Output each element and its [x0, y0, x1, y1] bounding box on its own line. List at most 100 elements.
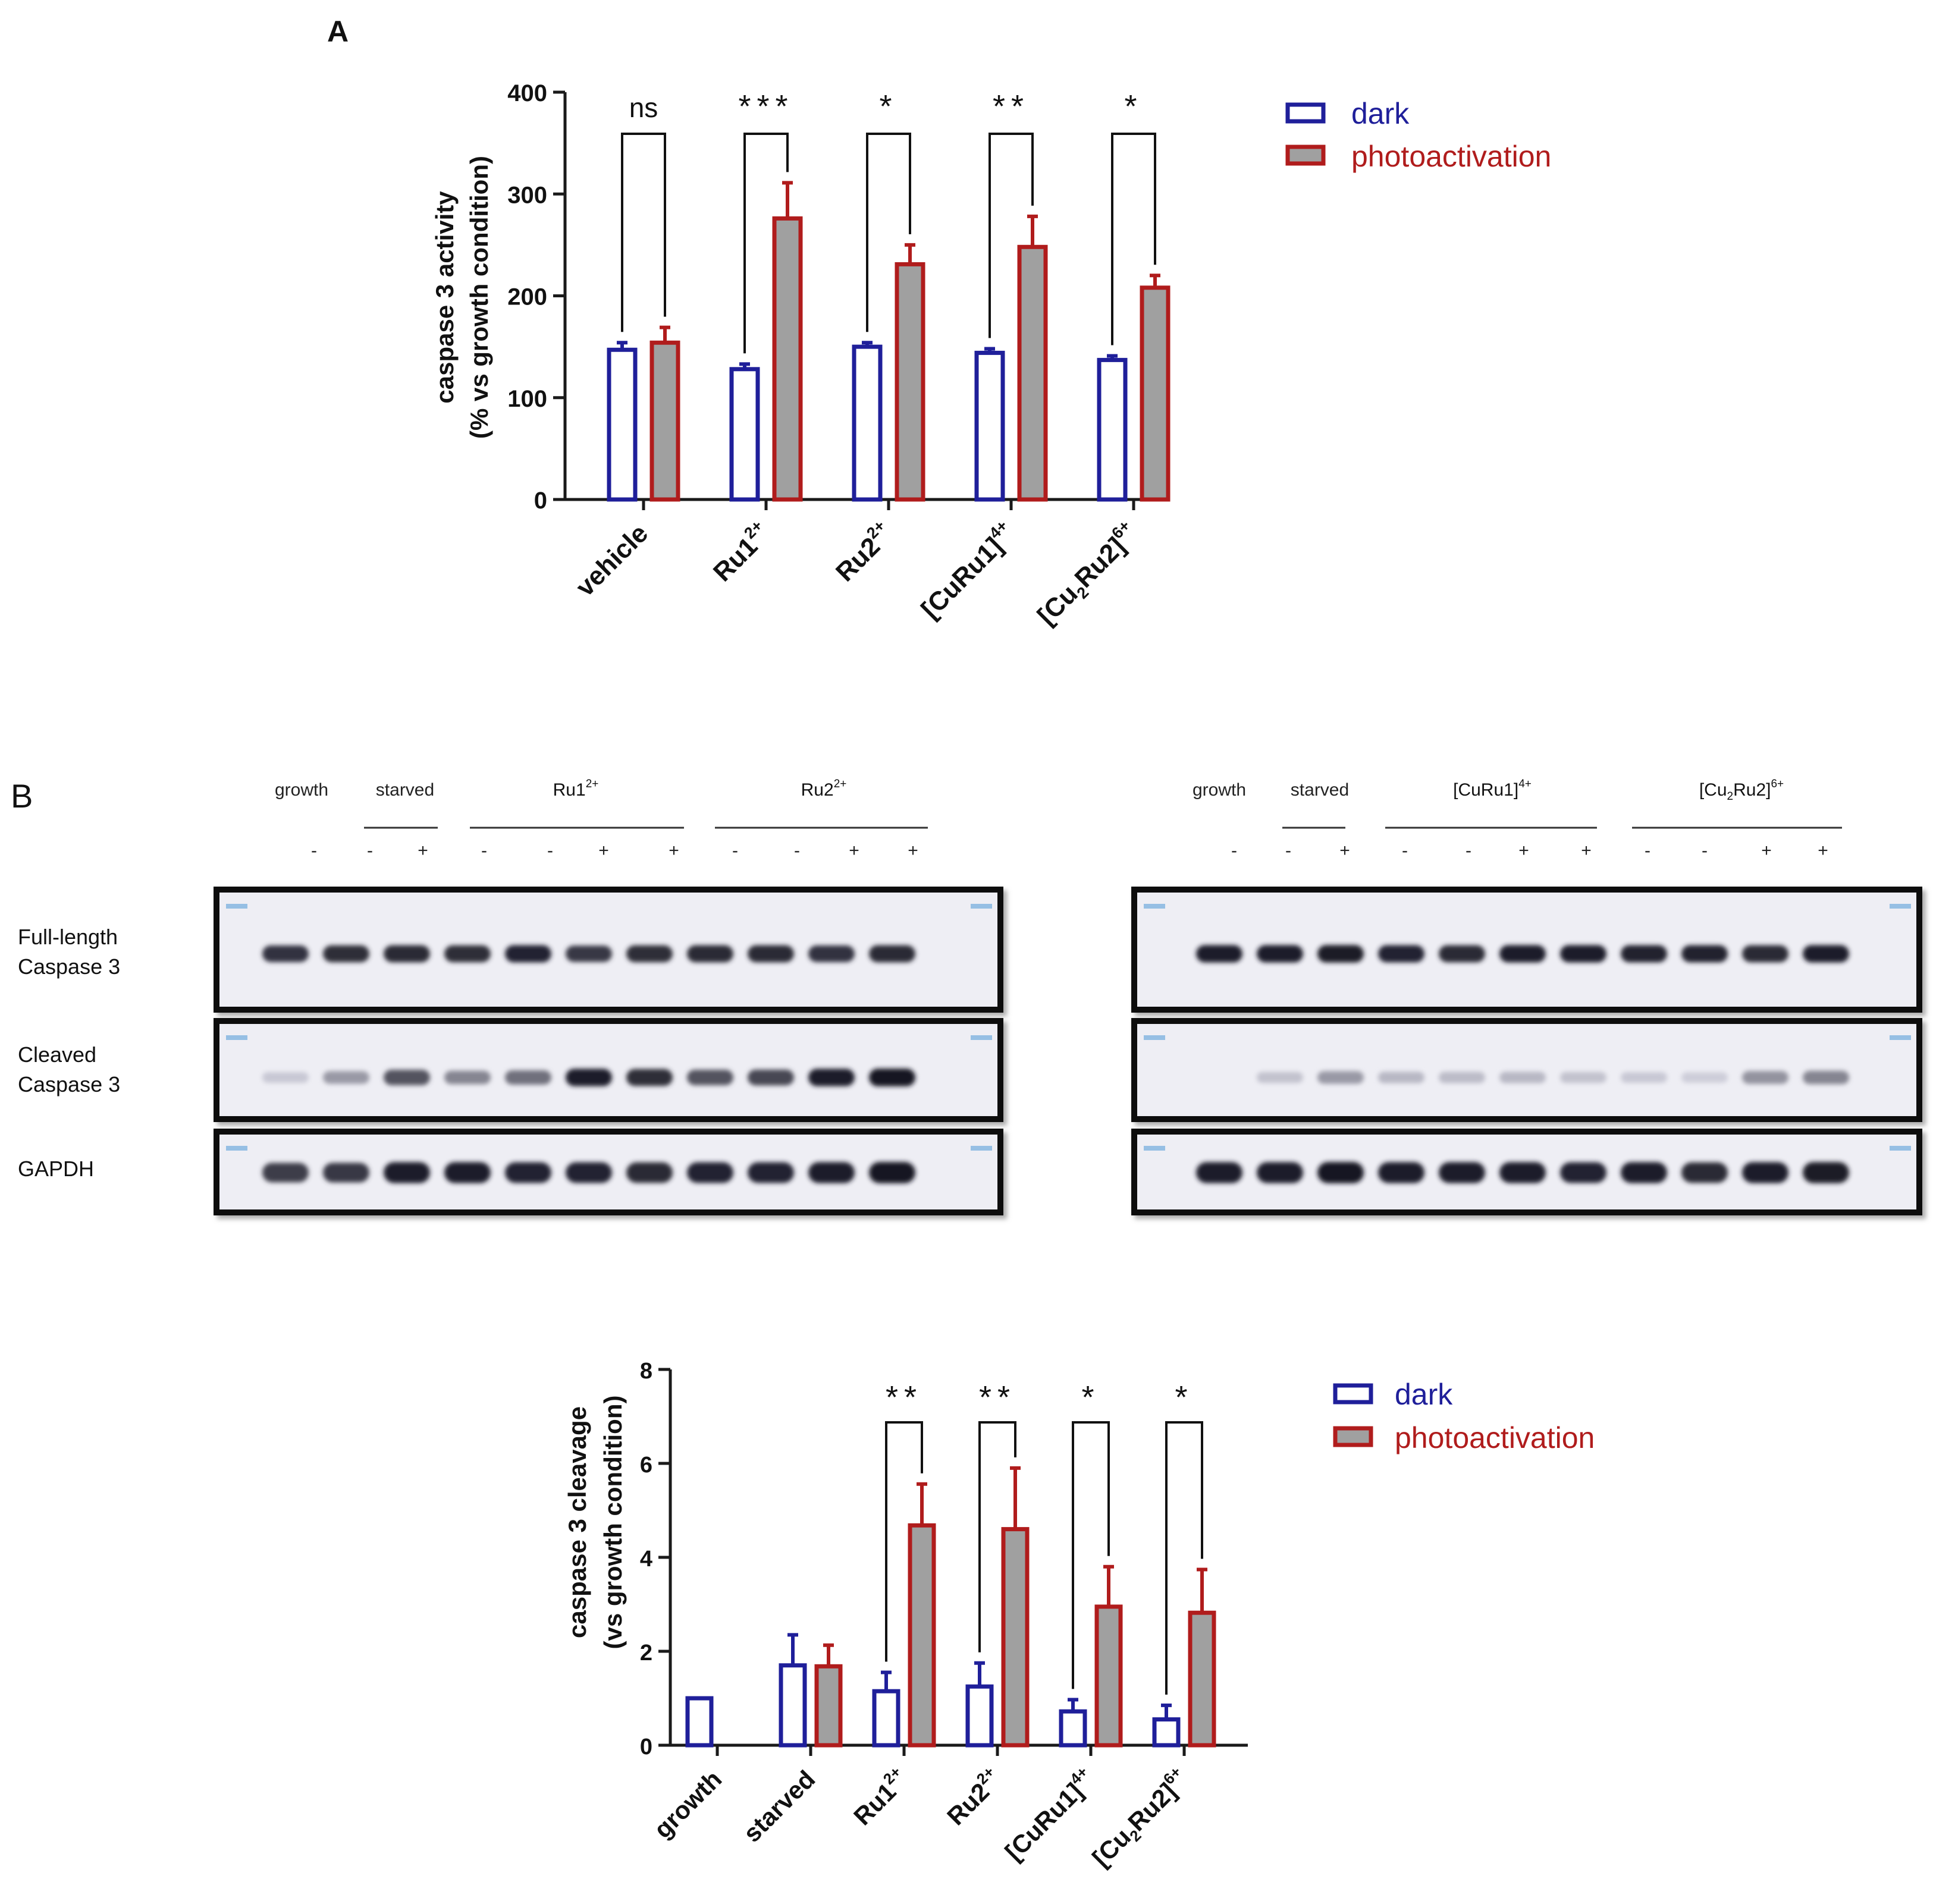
right-band-cleaved — [1257, 1072, 1303, 1083]
left-lane-sign: - — [732, 841, 738, 860]
left-band-gapdh — [566, 1162, 612, 1183]
bar-dark — [729, 367, 760, 502]
left-band-full-length — [444, 945, 491, 963]
left-band-cleaved — [505, 1070, 551, 1085]
bar-photo — [1001, 1527, 1030, 1748]
left-header-starved: starved — [376, 780, 434, 800]
right-membrane-cleaved — [1131, 1018, 1922, 1122]
left-ladder-mark — [971, 1035, 992, 1040]
legend-a-photo-label: photoactivation — [1351, 140, 1551, 173]
bar-photo — [1094, 1604, 1123, 1748]
chart-a-legend: dark photoactivation — [1285, 97, 1551, 173]
left-band-cleaved — [748, 1069, 794, 1086]
left-band-cleaved — [444, 1070, 491, 1085]
right-band-gapdh — [1499, 1162, 1546, 1183]
right-lane-sign: + — [1581, 841, 1592, 860]
left-lane-sign: - — [547, 841, 553, 860]
right-lane-sign: - — [1231, 841, 1237, 860]
chart-b-ylabel-line1: caspase 3 cleavage — [563, 1406, 591, 1638]
x-tick-label: [Cu2Ru2]6+ — [1030, 517, 1147, 633]
left-band-gapdh — [444, 1162, 491, 1183]
right-ladder-mark — [1144, 904, 1165, 909]
y-tick-label: 300 — [507, 182, 547, 208]
right-band-cleaved — [1681, 1072, 1728, 1083]
left-band-gapdh — [384, 1162, 430, 1183]
legend-b-photo-label: photoactivation — [1395, 1421, 1595, 1454]
right-lane-sign: + — [1339, 841, 1350, 860]
left-header-group4: Ru22+ — [801, 778, 847, 800]
right-band-full-length — [1378, 945, 1424, 963]
left-band-full-length — [384, 945, 430, 963]
left-ladder-mark — [226, 1035, 247, 1040]
bar-dark — [1059, 1709, 1087, 1748]
x-tick-label: vehicle — [570, 519, 654, 602]
left-band-full-length — [869, 945, 915, 963]
y-tick-label: 400 — [507, 80, 547, 106]
left-band-full-length — [262, 945, 309, 962]
legend-a-dark-swatch — [1285, 102, 1326, 124]
panel-a-label: A — [327, 15, 349, 48]
significance-bracket — [743, 133, 789, 354]
significance-label: ** — [979, 1380, 1016, 1415]
chart-a-ylabel-line1: caspase 3 activity — [431, 191, 459, 404]
left-lane-sign: - — [794, 841, 800, 860]
left-band-full-length — [808, 945, 855, 962]
chart-a: caspase 3 activity (% vs growth conditio… — [431, 80, 1171, 633]
significance-label: ** — [886, 1380, 922, 1415]
left-lane-sign: + — [598, 841, 609, 860]
right-band-full-length — [1742, 945, 1788, 963]
legend-b-dark-swatch — [1333, 1383, 1373, 1405]
right-band-cleaved — [1378, 1072, 1424, 1083]
x-tick-label: Ru12+ — [705, 517, 776, 587]
chart-b-legend: dark photoactivation — [1333, 1378, 1595, 1454]
left-header-growth: growth — [275, 780, 328, 800]
y-tick-label: 2 — [640, 1641, 652, 1666]
right-ladder-mark — [1144, 1146, 1165, 1151]
significance-label: * — [1081, 1380, 1100, 1415]
chart-a-ylabel-line2: (% vs growth condition) — [465, 156, 493, 439]
y-tick-label: 0 — [640, 1735, 652, 1760]
bar-photo — [908, 1523, 936, 1748]
right-band-full-length — [1560, 945, 1606, 963]
y-tick-label: 200 — [507, 284, 547, 310]
left-lane-sign: + — [418, 841, 428, 860]
right-band-gapdh — [1742, 1162, 1788, 1183]
right-band-full-length — [1681, 945, 1728, 963]
left-lane-sign: - — [367, 841, 373, 860]
x-tick-label: [CuRu1]4+ — [997, 1763, 1100, 1866]
bar-photo — [1188, 1610, 1216, 1748]
legend-a-dark-label: dark — [1351, 97, 1410, 130]
bar-photo — [1017, 244, 1048, 502]
y-tick-label: 4 — [640, 1547, 652, 1572]
left-ladder-mark — [226, 1146, 247, 1151]
right-band-cleaved — [1560, 1072, 1606, 1083]
bar-dark — [852, 344, 883, 502]
right-lane-sign: - — [1466, 841, 1471, 860]
right-ladder-mark — [1890, 1146, 1911, 1151]
row-label-cleaved-1: Cleaved — [18, 1042, 96, 1067]
right-ladder-mark — [1890, 904, 1911, 909]
right-band-gapdh — [1378, 1162, 1424, 1183]
bar-photo — [895, 262, 925, 502]
right-lane-sign: - — [1285, 841, 1291, 860]
y-tick-label: 6 — [640, 1453, 652, 1478]
significance-bracket — [621, 133, 666, 332]
left-lane-sign: + — [849, 841, 859, 860]
y-tick-label: 0 — [534, 488, 547, 514]
left-band-cleaved — [262, 1072, 309, 1083]
right-band-gapdh — [1803, 1162, 1849, 1183]
right-band-cleaved — [1317, 1071, 1364, 1084]
x-tick-label: Ru22+ — [940, 1763, 1008, 1831]
y-tick-label: 100 — [507, 386, 547, 412]
significance-label: * — [879, 89, 898, 124]
left-band-full-length — [626, 945, 673, 963]
left-band-gapdh — [748, 1162, 794, 1183]
significance-bracket — [1072, 1421, 1110, 1689]
right-band-gapdh — [1439, 1162, 1485, 1183]
right-band-full-length — [1439, 945, 1485, 963]
left-band-cleaved — [808, 1069, 855, 1086]
left-band-gapdh — [687, 1162, 733, 1183]
right-band-cleaved — [1439, 1072, 1485, 1083]
